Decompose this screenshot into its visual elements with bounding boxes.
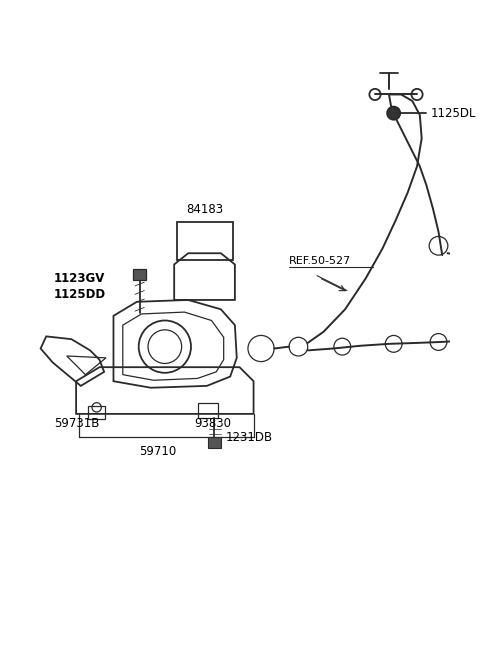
Bar [208, 438, 221, 447]
Text: 84183: 84183 [186, 203, 224, 216]
Bar [133, 269, 146, 280]
Text: REF.50-527: REF.50-527 [289, 256, 351, 267]
Bar [88, 406, 105, 419]
Text: 1231DB: 1231DB [226, 431, 273, 443]
Circle shape [387, 107, 400, 120]
Text: 93830: 93830 [194, 417, 231, 430]
Text: 1125DL: 1125DL [431, 107, 477, 120]
Text: 59710: 59710 [140, 445, 177, 458]
Text: 1123GV: 1123GV [54, 272, 105, 285]
Text: 1125DD: 1125DD [54, 288, 106, 301]
Text: 59731B: 59731B [54, 417, 99, 430]
Bar [198, 403, 218, 418]
